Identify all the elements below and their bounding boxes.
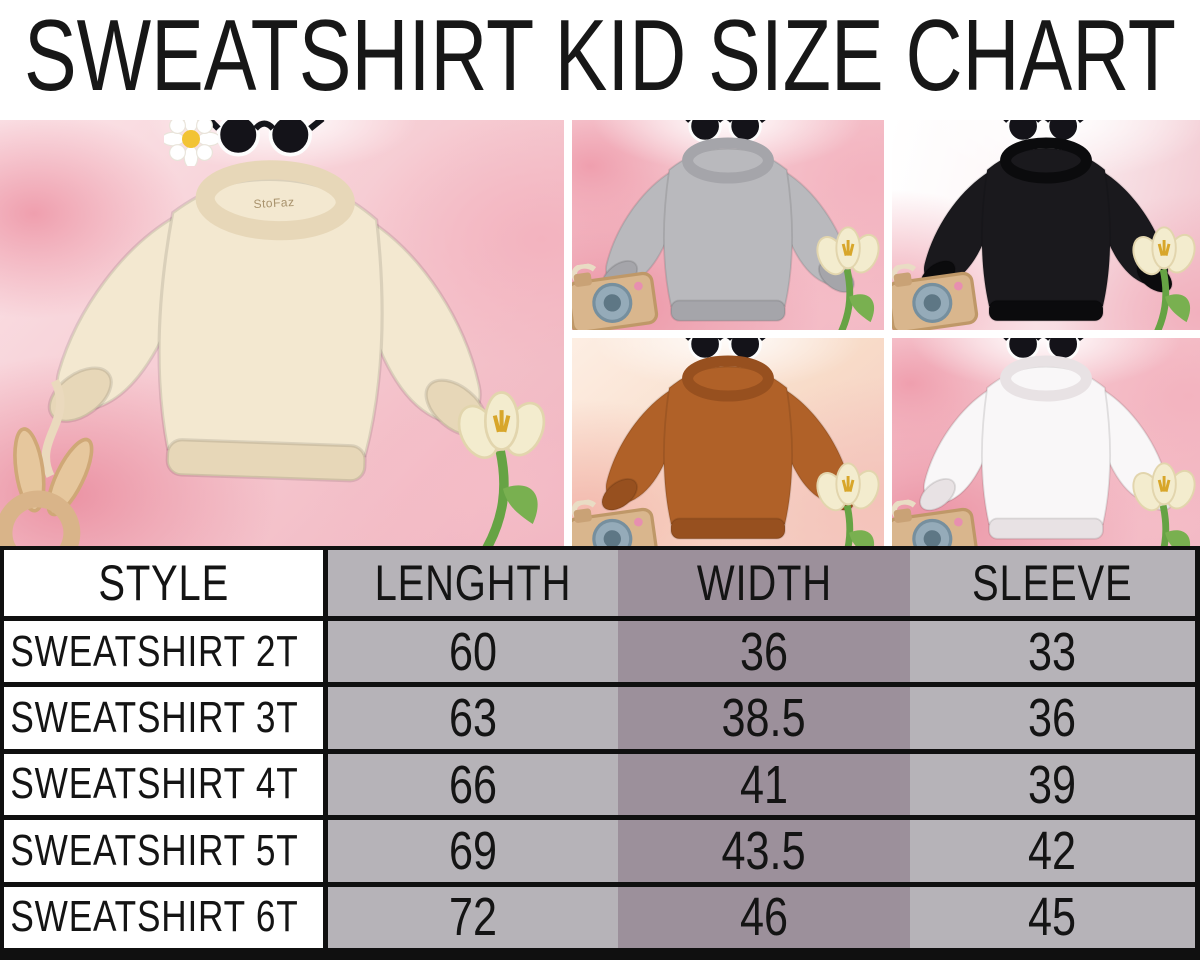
- photo-panel-cream-sweatshirt: StoFaz: [0, 120, 564, 546]
- length-value: 60: [448, 621, 498, 682]
- cell-width-2t: 36: [618, 621, 910, 683]
- cell-style-3t: SWEATSHIRT 3T: [4, 687, 328, 749]
- cell-width-5t: 43.5: [618, 820, 910, 882]
- title-band: SWEATSHIRT KID SIZE CHART: [0, 0, 1200, 120]
- length-value: 72: [448, 887, 498, 948]
- tulip-flower-icon: [1124, 462, 1200, 546]
- cell-style-2t: SWEATSHIRT 2T: [4, 621, 328, 683]
- tulip-flower-icon: [808, 462, 884, 546]
- col-header-sleeve-label: SLEEVE: [972, 555, 1133, 611]
- cell-style-4t: SWEATSHIRT 4T: [4, 753, 328, 816]
- cell-sleeve-5t: 42: [910, 820, 1195, 882]
- width-value: 38.5: [721, 688, 807, 749]
- cell-style-5t: SWEATSHIRT 5T: [4, 820, 328, 882]
- col-header-length-label: LENGHTH: [374, 555, 572, 611]
- col-header-style-label: STYLE: [98, 555, 229, 611]
- photo-panel-brown-sweatshirt: [572, 338, 884, 546]
- cell-length-5t: 69: [328, 820, 618, 882]
- cell-length-6t: 72: [328, 886, 618, 948]
- sleeve-value: 45: [1028, 887, 1077, 948]
- cell-length-4t: 66: [328, 753, 618, 816]
- wooden-bunny-toy-icon: [0, 362, 145, 546]
- col-header-length: LENGHTH: [328, 550, 618, 616]
- photo-panel-black-sweatshirt: [892, 120, 1200, 330]
- cell-style-6t: SWEATSHIRT 6T: [4, 886, 328, 948]
- col-header-sleeve: SLEEVE: [910, 550, 1195, 616]
- sleeve-value: 39: [1028, 754, 1077, 815]
- page-title-text: SWEATSHIRT KID SIZE CHART: [24, 0, 1176, 112]
- style-label: SWEATSHIRT 4T: [10, 759, 299, 809]
- cell-width-3t: 38.5: [618, 687, 910, 749]
- col-header-style: STYLE: [4, 550, 328, 616]
- style-label: SWEATSHIRT 3T: [10, 693, 299, 743]
- width-value: 41: [739, 754, 789, 815]
- page-title: SWEATSHIRT KID SIZE CHART: [24, 0, 1176, 112]
- style-label: SWEATSHIRT 2T: [10, 626, 299, 676]
- style-label: SWEATSHIRT 5T: [10, 825, 299, 875]
- width-value: 36: [739, 621, 789, 682]
- tulip-flower-icon: [446, 391, 564, 546]
- width-value: 43.5: [721, 820, 807, 881]
- size-table: STYLE LENGHTH WIDTH SLEEVE SWEATSHIRT 2T…: [0, 546, 1200, 960]
- length-value: 69: [448, 820, 498, 881]
- style-label: SWEATSHIRT 6T: [10, 892, 299, 942]
- cell-width-6t: 46: [618, 886, 910, 948]
- width-value: 46: [739, 887, 789, 948]
- cell-length-2t: 60: [328, 621, 618, 683]
- tulip-flower-icon: [808, 226, 884, 330]
- product-photo-collage: StoFaz: [0, 120, 1200, 546]
- sleeve-value: 36: [1028, 688, 1077, 749]
- length-value: 63: [448, 688, 498, 749]
- cell-sleeve-3t: 36: [910, 687, 1195, 749]
- sleeve-value: 33: [1028, 621, 1077, 682]
- photo-panel-white-sweatshirt: [892, 338, 1200, 546]
- photo-panel-gray-sweatshirt: [572, 120, 884, 330]
- tulip-flower-icon: [1124, 226, 1200, 330]
- col-header-width-label: WIDTH: [696, 555, 832, 611]
- length-value: 66: [448, 754, 498, 815]
- sleeve-value: 42: [1028, 820, 1077, 881]
- cell-sleeve-6t: 45: [910, 886, 1195, 948]
- cell-length-3t: 63: [328, 687, 618, 749]
- toy-camera-icon: [892, 253, 993, 330]
- cell-sleeve-2t: 33: [910, 621, 1195, 683]
- cell-width-4t: 41: [618, 753, 910, 816]
- cell-sleeve-4t: 39: [910, 753, 1195, 816]
- toy-camera-icon: [572, 253, 673, 330]
- col-header-width: WIDTH: [618, 550, 910, 616]
